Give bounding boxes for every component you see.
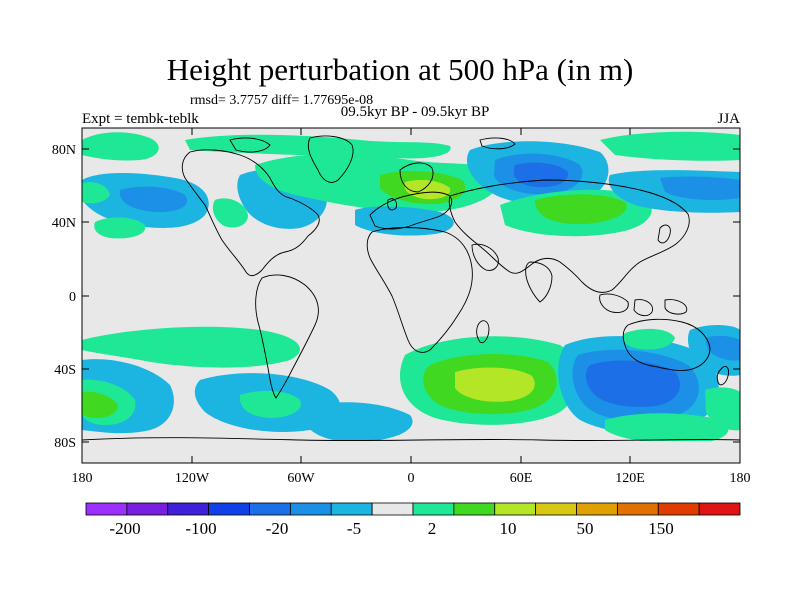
lat-tick-label: 80S	[54, 436, 76, 451]
antarctica-landmass	[82, 441, 740, 463]
lon-tick-label: 60W	[287, 471, 315, 486]
contour-neg-mid	[120, 186, 188, 212]
colorbar-swatch	[453, 502, 496, 516]
plot-title: Height perturbation at 500 hPa (in m)	[166, 52, 634, 87]
colorbar-swatch	[126, 502, 169, 516]
colorbar-swatch	[535, 502, 577, 516]
colorbar-swatch	[576, 502, 618, 516]
contour-pos-strong	[455, 367, 535, 402]
colorbar-swatch	[167, 502, 210, 516]
period-label: 09.5kyr BP - 09.5kyr BP	[340, 104, 490, 120]
lon-tick-label: 180	[730, 471, 751, 486]
colorbar-label: -100	[185, 519, 216, 538]
contour-pos-weak	[623, 328, 675, 350]
contour-pos-weak	[239, 390, 301, 418]
colorbar-label: 10	[500, 519, 517, 538]
contour-pos-weak	[82, 326, 300, 368]
lat-tick-label: 40N	[52, 216, 76, 231]
colorbar-swatch	[657, 502, 700, 516]
colorbar-label: -20	[266, 519, 289, 538]
stats-line: rmsd= 3.7757 diff= 1.77695e-08	[190, 93, 374, 108]
colorbar-swatch	[698, 502, 741, 516]
contour-neg-weak	[355, 206, 454, 236]
contour-pos-weak	[212, 198, 248, 228]
colorbar	[85, 502, 741, 516]
contour-pos-weak	[705, 387, 740, 431]
contour-fields	[82, 131, 740, 463]
colorbar-label: -200	[109, 519, 140, 538]
coastlines	[82, 135, 740, 442]
lat-tick-label: 80N	[52, 143, 76, 158]
contour-neg-weak	[300, 402, 413, 443]
colorbar-swatch	[249, 502, 291, 516]
colorbar-swatch	[371, 502, 414, 516]
lon-tick-label: 0	[408, 471, 415, 486]
lon-tick-label: 60E	[510, 471, 533, 486]
axis-ticks	[81, 128, 741, 463]
colorbar-swatch	[330, 502, 373, 516]
contour-pos-weak	[94, 217, 146, 239]
contour-pos-weak	[600, 131, 740, 161]
colorbar-swatch	[616, 502, 659, 516]
contour-pos-mid	[535, 194, 627, 225]
colorbar-label: -5	[347, 519, 361, 538]
colorbar-label: 50	[577, 519, 594, 538]
contour-pos-weak	[82, 132, 159, 161]
lon-tick-label: 180	[72, 471, 93, 486]
contour-pos-weak	[82, 182, 110, 204]
colorbar-label: 2	[428, 519, 437, 538]
contour-neg-mid	[705, 335, 740, 361]
colorbar-swatch	[208, 502, 250, 516]
colorbar-swatch	[412, 502, 455, 516]
contour-pos-weak	[185, 134, 451, 159]
lat-tick-label: 40S	[54, 363, 76, 378]
colorbar-swatch	[494, 502, 537, 516]
lon-tick-label: 120E	[615, 471, 645, 486]
lon-tick-label: 120W	[175, 471, 210, 486]
colorbar-swatch	[85, 502, 128, 516]
lat-tick-label: 0	[69, 290, 76, 305]
colorbar-swatch	[289, 502, 332, 516]
colorbar-label: 150	[648, 519, 674, 538]
experiment-label: Expt = tembk-teblk	[82, 111, 199, 127]
contour-neg-mid	[660, 176, 740, 200]
season-label: JJA	[717, 111, 740, 127]
contour-pos-mid	[82, 391, 118, 418]
contour-neg-strong	[585, 360, 680, 407]
contour-pos-weak	[605, 413, 729, 444]
